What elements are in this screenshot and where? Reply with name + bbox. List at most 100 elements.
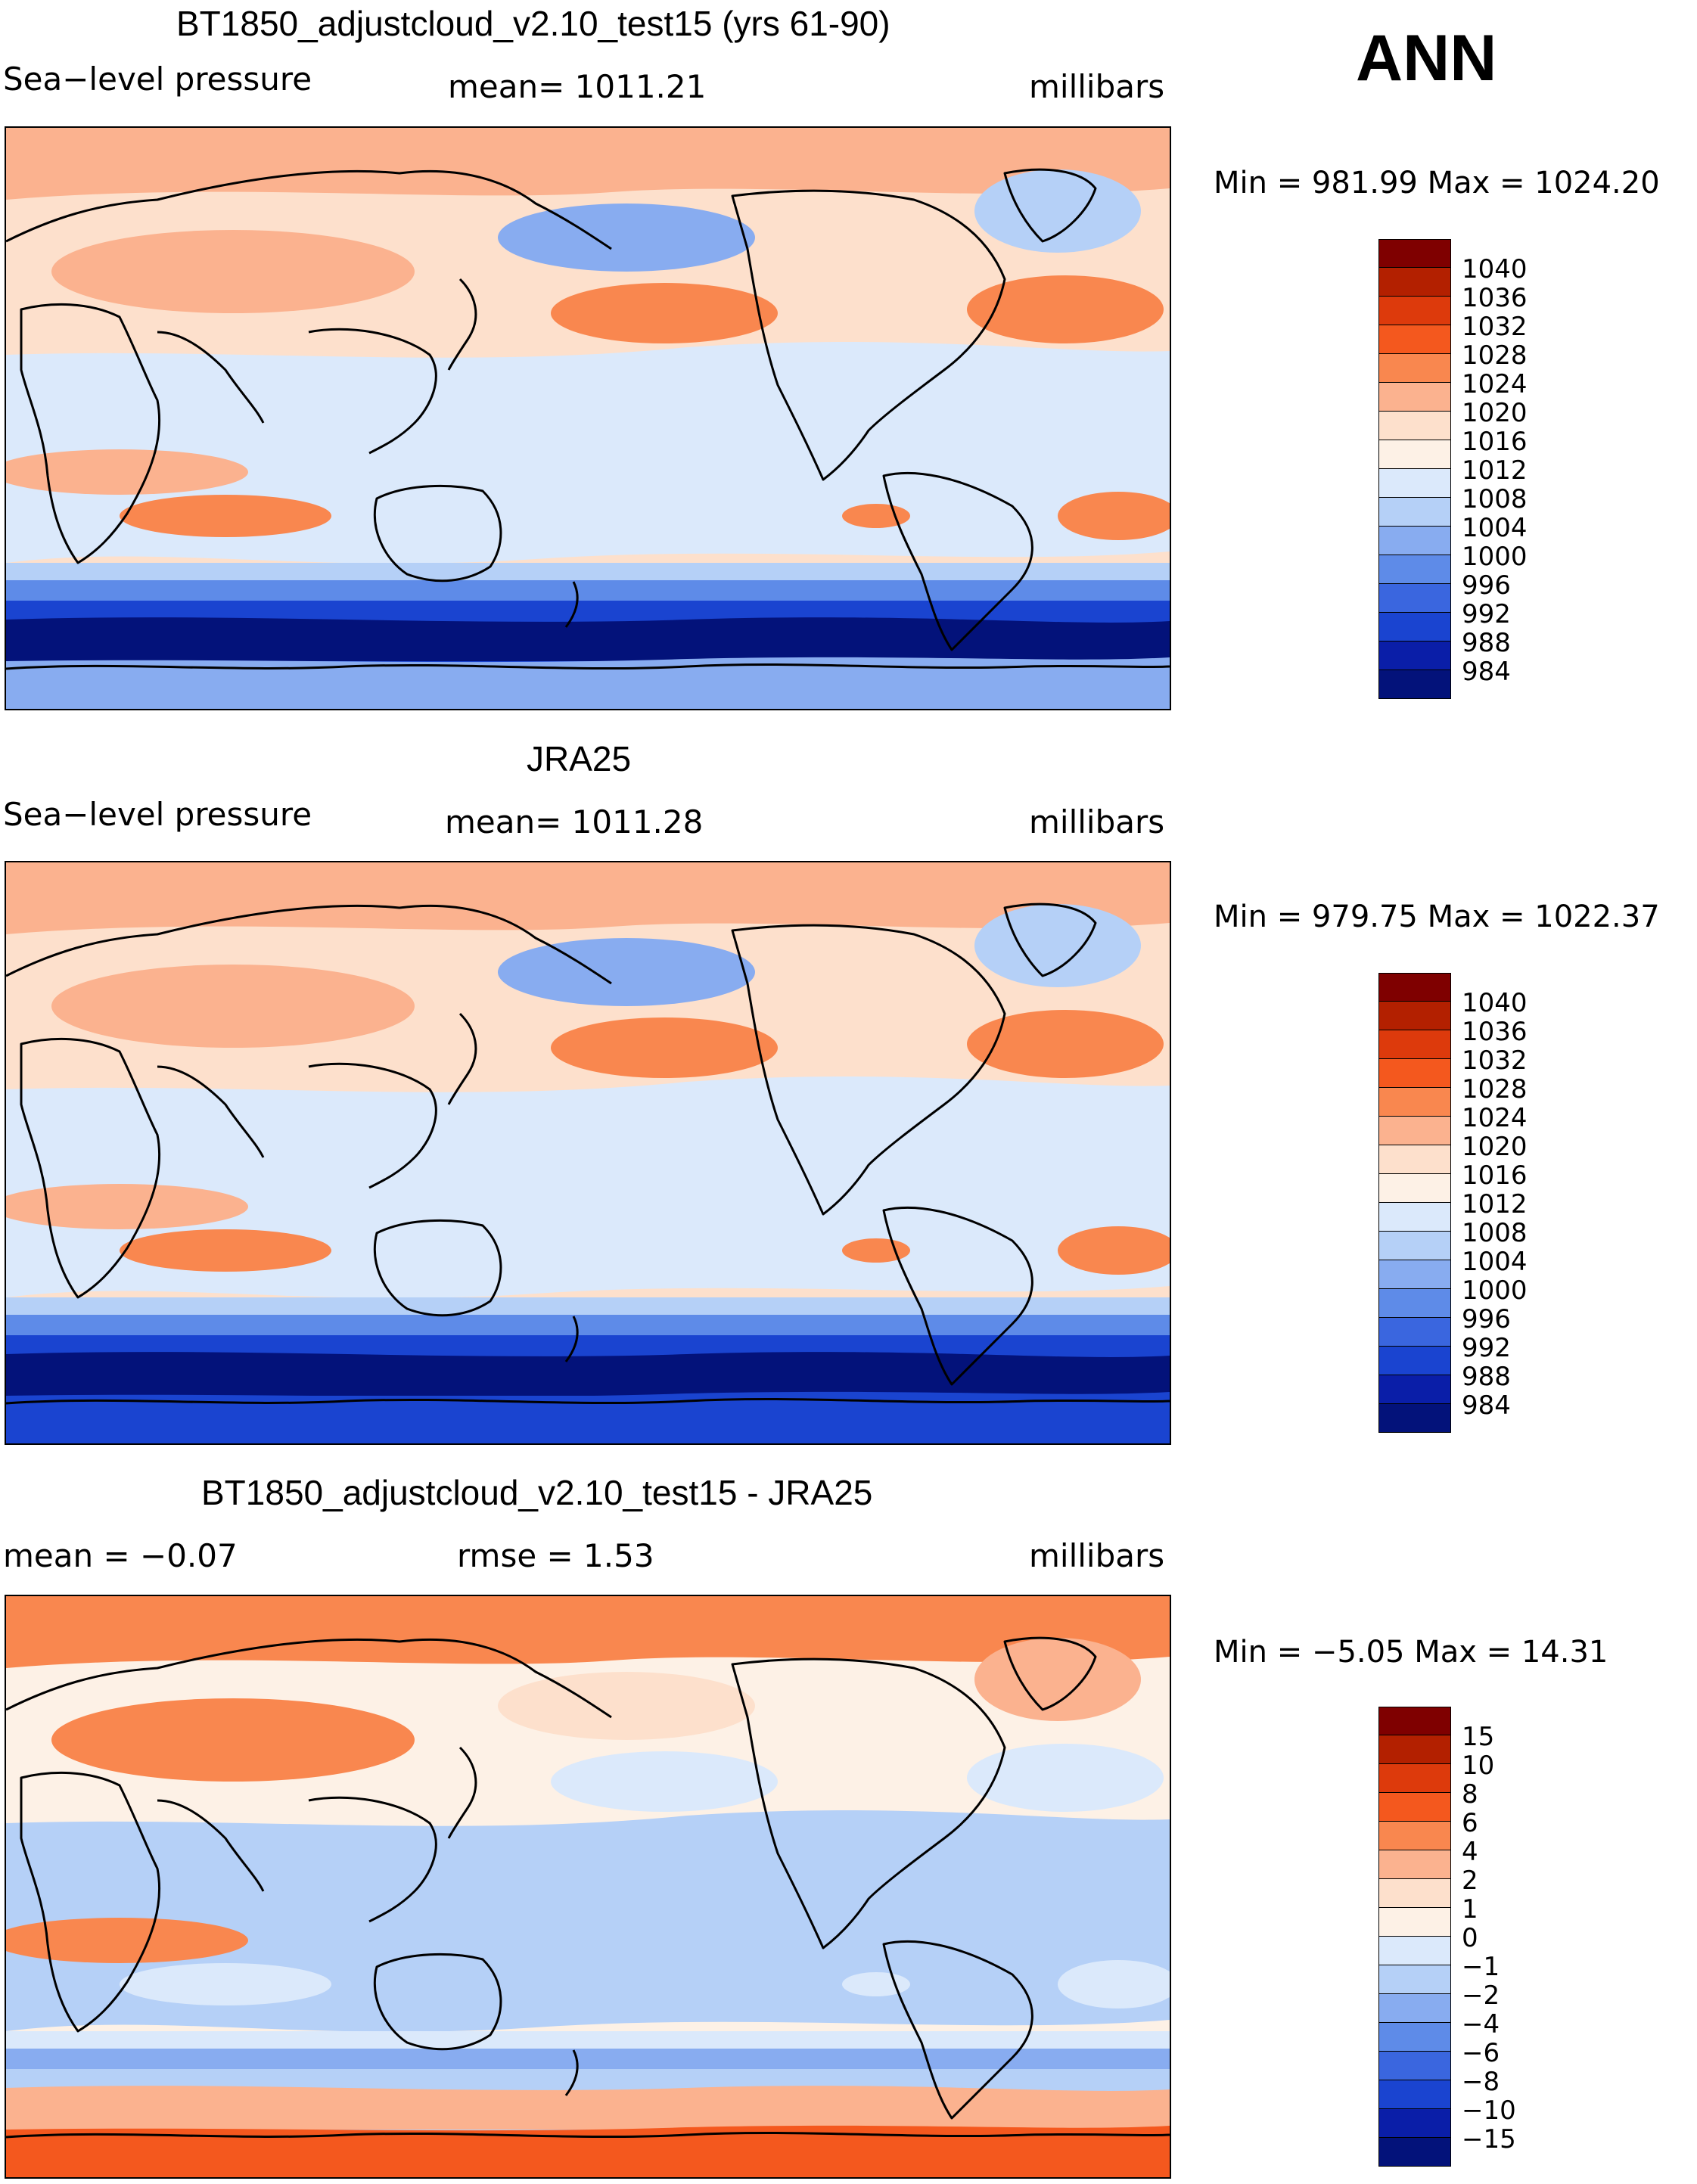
colorbar-tick-label: −6 — [1462, 2038, 1500, 2068]
mean-label: mean= 1011.21 — [448, 68, 707, 105]
units-label: millibars — [1029, 803, 1165, 840]
colorbar-tick-label: 1008 — [1462, 1218, 1528, 1248]
panel-title: BT1850_adjustcloud_v2.10_test15 - JRA25 — [201, 1473, 873, 1512]
colorbar-tick-label: 1036 — [1462, 1017, 1528, 1047]
colorbar-swatch — [1378, 354, 1451, 383]
coastline — [373, 484, 502, 583]
colorbar-swatch — [1378, 1203, 1451, 1232]
north-contour — [6, 862, 1170, 934]
coastline — [308, 328, 437, 455]
subtropical-high-contour — [120, 1229, 331, 1272]
coastline — [564, 581, 579, 628]
colorbar-tick-label: 10 — [1462, 1751, 1495, 1781]
colorbar-tick-label: 996 — [1462, 1304, 1511, 1334]
min-max-label: Min = 979.75 Max = 1022.37 — [1214, 899, 1660, 934]
colorbar-tick-label: 1032 — [1462, 1045, 1528, 1076]
coastline — [882, 1206, 1033, 1386]
min-max-label: Min = −5.05 Max = 14.31 — [1214, 1635, 1608, 1670]
colorbar-swatch — [1378, 2138, 1451, 2167]
subtropical-high-contour — [967, 1744, 1164, 1812]
coastline — [447, 1012, 477, 1105]
coastline — [157, 1799, 265, 1892]
map-plot — [5, 126, 1171, 710]
icelandic-low-contour — [974, 904, 1141, 987]
colorbar-swatch — [1378, 1994, 1451, 2023]
subtropical-contour — [6, 1184, 248, 1229]
colorbar-tick-label: −1 — [1462, 1952, 1500, 1982]
colorbar-swatch — [1378, 1145, 1451, 1174]
coastline — [373, 1953, 502, 2051]
colorbar-swatch — [1378, 440, 1451, 469]
colorbar-swatch — [1378, 412, 1451, 440]
colorbar-tick-label: 1012 — [1462, 1189, 1528, 1219]
colorbar-tick-label: 15 — [1462, 1722, 1495, 1752]
colorbar-swatch — [1378, 1347, 1451, 1375]
siberian-contour — [51, 230, 415, 313]
colorbar-tick-label: 1036 — [1462, 283, 1528, 313]
coastline — [564, 2049, 579, 2096]
colorbar-swatch — [1378, 1707, 1451, 1735]
subtropical-high-contour — [551, 283, 778, 343]
coastline — [20, 303, 161, 564]
colorbar-swatch — [1378, 383, 1451, 412]
coastline — [6, 2131, 1170, 2139]
colorbar-tick-label: 992 — [1462, 1333, 1511, 1363]
colorbar-tick-label: 1028 — [1462, 1074, 1528, 1104]
colorbar-tick-label: 1004 — [1462, 513, 1528, 543]
units-label: millibars — [1029, 68, 1165, 105]
colorbar-swatch — [1378, 1289, 1451, 1318]
colorbar-tick-label: −15 — [1462, 2124, 1516, 2154]
colorbar-swatch — [1378, 973, 1451, 1002]
coastline — [731, 189, 1006, 481]
colorbar-swatch — [1378, 239, 1451, 268]
subtropical-high-contour — [967, 1010, 1164, 1078]
colorbar-tick-label: 4 — [1462, 1837, 1478, 1867]
coastline — [6, 904, 612, 985]
colorbar-tick-label: 1024 — [1462, 369, 1528, 399]
panel-title: BT1850_adjustcloud_v2.10_test15 (yrs 61-… — [176, 4, 890, 43]
colorbar-tick-label: 2 — [1462, 1866, 1478, 1896]
siberian-contour — [51, 1698, 415, 1782]
colorbar-swatch — [1378, 555, 1451, 584]
colorbar-tick-label: 1008 — [1462, 484, 1528, 514]
colorbar-tick-label: 1004 — [1462, 1247, 1528, 1277]
coastline — [1003, 902, 1097, 977]
colorbar-swatch — [1378, 1764, 1451, 1793]
coastline — [564, 1316, 579, 1362]
colorbar — [1378, 1707, 1451, 2167]
colorbar-tick-label: 984 — [1462, 1390, 1511, 1421]
coastlines — [6, 1636, 1170, 2139]
colorbar — [1378, 239, 1451, 699]
southern-ocean-contour — [6, 1352, 1170, 1396]
coastline — [731, 924, 1006, 1216]
colorbar-swatch — [1378, 1850, 1451, 1879]
icelandic-low-contour — [974, 1638, 1141, 1721]
colorbar-swatch — [1378, 613, 1451, 642]
coastline — [373, 1219, 502, 1317]
subtropical-high-contour — [842, 1238, 910, 1263]
colorbar-swatch — [1378, 1174, 1451, 1203]
colorbar-tick-label: 1040 — [1462, 988, 1528, 1018]
colorbar-swatch — [1378, 1260, 1451, 1289]
colorbar-tick-label: 8 — [1462, 1779, 1478, 1810]
siberian-contour — [51, 965, 415, 1048]
antarctica-contour — [6, 1391, 1170, 1443]
colorbar-swatch — [1378, 325, 1451, 354]
map-plot — [5, 1595, 1171, 2179]
colorbar-tick-label: −2 — [1462, 1981, 1500, 2011]
colorbar-swatch — [1378, 1375, 1451, 1404]
antarctica-contour — [6, 2125, 1170, 2177]
southern-ocean-contour — [6, 2086, 1170, 2130]
colorbar-tick-label: −10 — [1462, 2095, 1516, 2126]
colorbar-swatch — [1378, 1908, 1451, 1937]
colorbar-tick-label: 1012 — [1462, 455, 1528, 486]
colorbar-tick-label: 996 — [1462, 570, 1511, 601]
colorbar-swatch — [1378, 469, 1451, 498]
coastline — [6, 663, 1170, 670]
colorbar-tick-label: 992 — [1462, 599, 1511, 629]
colorbar-tick-label: 1040 — [1462, 254, 1528, 284]
colorbar-swatch — [1378, 1937, 1451, 1965]
coastline — [1003, 1636, 1097, 1711]
colorbar-tick-label: 1020 — [1462, 398, 1528, 428]
colorbar-tick-label: 1032 — [1462, 312, 1528, 342]
